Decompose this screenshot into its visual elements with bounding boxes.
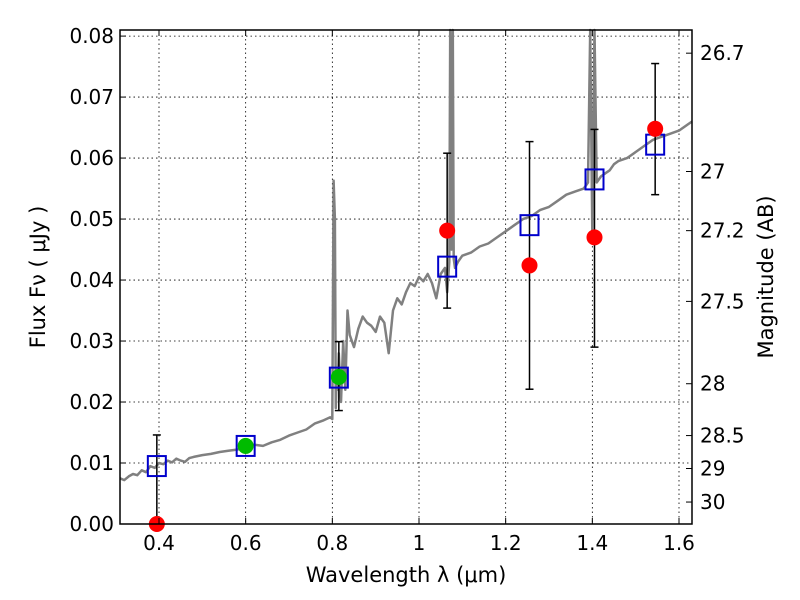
model-square-marker [146,455,167,478]
plot-frame [119,29,693,525]
y-tick-label: 0.02 [69,390,114,414]
model-square-marker [328,366,349,389]
y-tick-label: 0.01 [69,451,114,475]
mag-tick-label: 28.5 [700,424,745,448]
y-tick-label: 0.07 [69,85,114,109]
mag-tick-label: 27.2 [700,219,745,243]
grid-lines [120,30,692,525]
observed-point-marker [521,257,538,274]
x-tick-label: 0.6 [230,531,262,555]
observed-point-marker [586,229,603,246]
x-tick-label: 1 [413,531,426,555]
y-tick-label: 0.03 [69,329,114,353]
y-tick-label: 0.05 [69,207,114,231]
mag-tick-label: 27 [700,159,725,183]
y-axis-label: Flux Fν ( μJy ) [26,206,50,349]
x-tick-label: 0.8 [316,531,348,555]
axis-ticks: 0.4 0.6 0.8 1 1.2 1.4 1.6 0.00 0.01 0.02 0.03 0.04 0… [69,24,744,555]
x-tick-label: 1.4 [576,531,608,555]
x-axis-label: Wavelength λ (μm) [306,563,507,587]
spectrum-layer [119,28,693,482]
model-square-marker [519,214,540,237]
model-square-marker [584,168,605,191]
y-tick-label: 0.00 [69,512,114,536]
x-tick-label: 0.4 [143,531,175,555]
mag-tick-label: 26.7 [700,41,745,65]
observed-point-marker [439,222,456,239]
mag-tick-label: 30 [700,490,725,514]
spectrum-line [119,28,693,482]
model-square-marker [437,255,458,278]
mag-tick-label: 27.5 [700,289,745,313]
y2-axis-label: Magnitude (AB) [754,195,778,358]
mag-tick-label: 28 [700,372,725,396]
observed-point-marker [330,369,347,386]
observed-point-marker [237,437,254,454]
y-tick-label: 0.04 [69,268,114,292]
y-tick-label: 0.08 [69,24,114,48]
model-square-marker [235,434,256,457]
x-tick-label: 1.2 [490,531,522,555]
observed-point-marker [647,120,664,137]
y-tick-label: 0.06 [69,146,114,170]
x-tick-label: 1.6 [663,531,695,555]
mag-tick-label: 29 [700,457,725,481]
